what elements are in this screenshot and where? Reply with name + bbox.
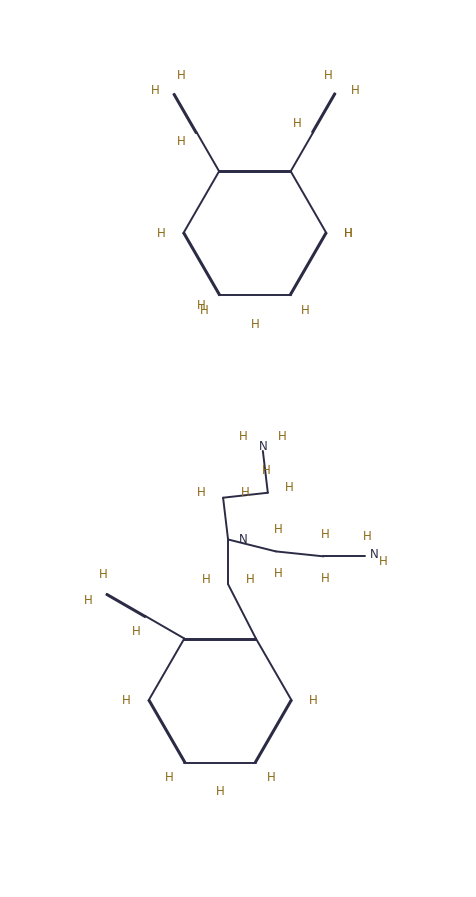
Text: H: H <box>321 571 330 585</box>
Text: H: H <box>177 68 186 82</box>
Text: H: H <box>200 304 208 317</box>
Text: H: H <box>309 694 318 707</box>
Text: H: H <box>122 694 131 707</box>
Text: H: H <box>344 227 353 239</box>
Text: H: H <box>246 572 254 586</box>
Text: H: H <box>84 594 92 607</box>
Text: H: H <box>99 568 108 580</box>
Text: H: H <box>250 318 259 331</box>
Text: H: H <box>363 530 372 543</box>
Text: H: H <box>165 771 174 784</box>
Text: N: N <box>370 548 379 561</box>
Text: H: H <box>324 68 333 82</box>
Text: H: H <box>301 304 310 317</box>
Text: H: H <box>157 227 166 239</box>
Text: H: H <box>261 465 270 477</box>
Text: H: H <box>202 572 210 586</box>
Text: H: H <box>177 135 186 148</box>
Text: H: H <box>238 430 248 442</box>
Text: H: H <box>267 771 275 784</box>
Text: H: H <box>273 567 282 579</box>
Text: H: H <box>240 486 249 500</box>
Text: H: H <box>344 227 353 239</box>
Text: H: H <box>132 625 141 638</box>
Text: H: H <box>197 299 206 311</box>
Text: H: H <box>150 83 159 97</box>
Text: H: H <box>379 555 387 568</box>
Text: H: H <box>285 482 294 494</box>
Text: H: H <box>278 430 287 442</box>
Text: N: N <box>258 440 267 452</box>
Text: H: H <box>293 118 302 130</box>
Text: N: N <box>238 533 248 546</box>
Text: H: H <box>321 528 330 541</box>
Text: H: H <box>216 786 225 798</box>
Text: H: H <box>351 83 359 97</box>
Text: H: H <box>197 486 206 500</box>
Text: H: H <box>273 523 282 536</box>
